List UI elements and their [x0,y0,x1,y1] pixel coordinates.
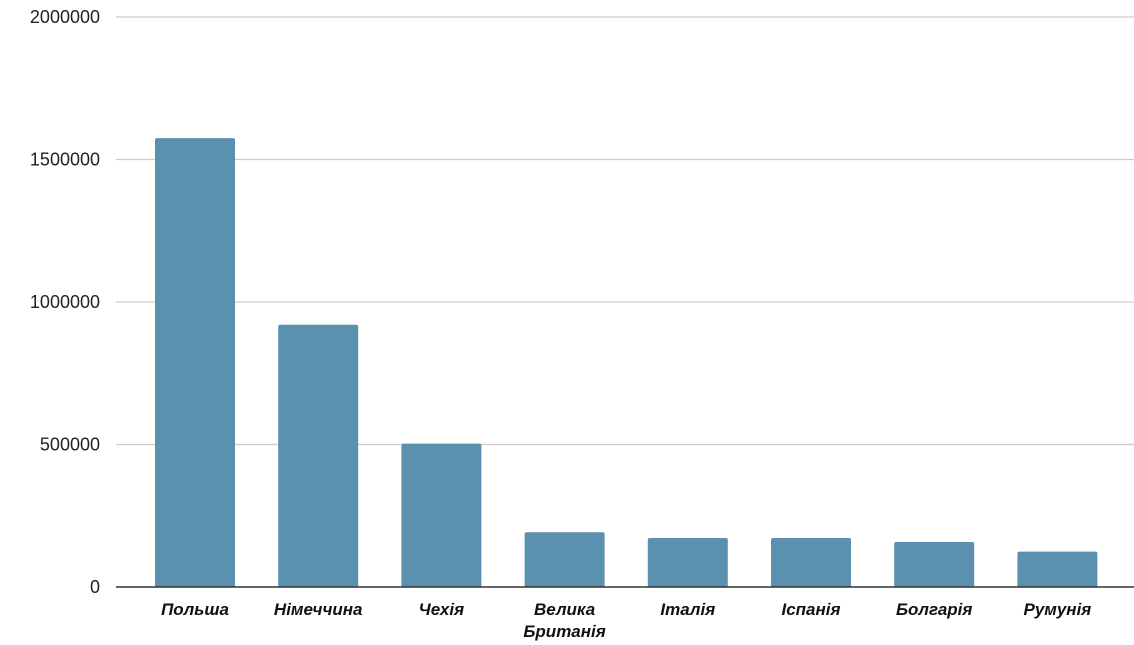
y-tick-label: 0 [90,577,100,597]
y-tick-label: 1500000 [30,150,100,170]
bar [524,532,605,587]
x-tick-label-line: Велика [534,600,595,619]
bar [278,324,359,587]
y-tick-label: 1000000 [30,292,100,312]
x-tick-label: Іспанія [781,600,840,619]
y-tick-label: 500000 [40,435,100,455]
x-tick-label-line: Британія [523,622,605,641]
x-tick-label: Велика Британія [523,600,605,641]
bars [155,138,1098,587]
x-tick-label: Румунія [1023,600,1091,619]
x-tick-label: Німеччина [274,600,363,619]
bar [771,537,851,587]
x-tick-label: Чехія [419,600,464,619]
x-tick-label-line: Німеччина [274,600,363,619]
x-tick-label: Болгарія [896,600,972,619]
bar [647,537,728,587]
bar [155,138,235,587]
y-tick-label: 2000000 [30,7,100,27]
gridlines [116,16,1134,446]
x-tick-label-line: Болгарія [896,600,972,619]
x-tick-label-line: Італія [660,600,715,619]
bar [894,541,975,587]
x-tick-label-line: Іспанія [781,600,840,619]
bar [401,443,482,587]
x-tick-label: Італія [660,600,715,619]
tick-labels: 0 500000 1000000 1500000 2000000 Польша Німечч… [30,7,1091,641]
x-tick-label-line: Польша [161,600,229,619]
x-tick-label-line: Румунія [1023,600,1091,619]
x-tick-label: Польша [161,600,229,619]
x-tick-label-line: Чехія [419,600,464,619]
bar [1017,551,1098,587]
